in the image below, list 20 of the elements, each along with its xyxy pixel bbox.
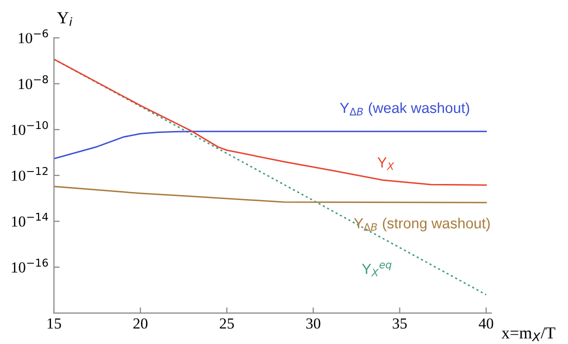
x-tick-label: 25 bbox=[220, 318, 234, 329]
line-series bbox=[54, 186, 487, 204]
series-label: Y$_{X}$ bbox=[378, 157, 394, 170]
y-tick-label: 10$^{−12}$ bbox=[12, 166, 48, 181]
series-label: Y$_{X}$$^{eq}$ bbox=[362, 262, 392, 276]
y-tick-label: 10$^{−10}$ bbox=[12, 121, 48, 136]
y-tick-label: 10$^{−8}$ bbox=[18, 75, 48, 90]
line-series bbox=[54, 58, 487, 186]
x-tick-label: 40 bbox=[478, 318, 494, 329]
x-tick-label: 15 bbox=[48, 318, 61, 329]
x-tick-label: 20 bbox=[133, 318, 148, 329]
y-tick-label: 10$^{−6}$ bbox=[18, 29, 48, 44]
series-label: Y$_{ΔB}$ (weak washout) bbox=[340, 102, 470, 116]
y-tick-label: 10$^{−14}$ bbox=[12, 212, 48, 227]
x-tick-label: 30 bbox=[306, 318, 320, 329]
y-axis-title: Y$_{i}$ bbox=[57, 12, 72, 26]
x-tick-label: 35 bbox=[392, 318, 407, 329]
y-tick-label: 10$^{−16}$ bbox=[12, 258, 48, 273]
series-label: Y$_{ΔB}$ (strong washout) bbox=[354, 218, 490, 232]
x-axis-title: x=m$_{X}$/T bbox=[502, 327, 556, 342]
